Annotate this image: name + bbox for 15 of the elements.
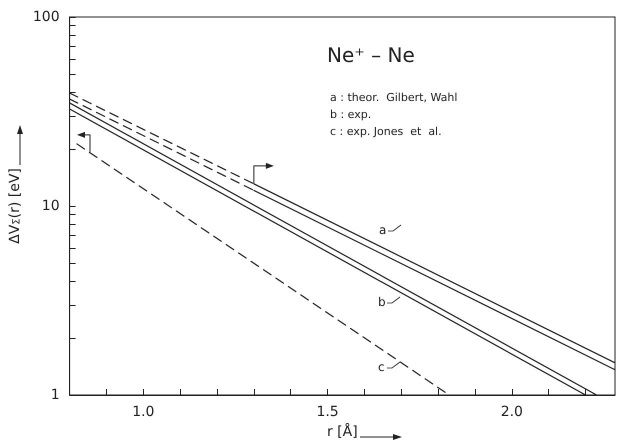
annotation: c : exp. Jones et al. xyxy=(330,125,442,138)
annotation: a : theor. Gilbert, Wahl xyxy=(330,91,458,104)
x-tick-label: 2.0 xyxy=(500,404,523,420)
y-axis-title: ΔVΣ(r) [eV] xyxy=(7,168,23,244)
y-tick-label: 100 xyxy=(32,9,60,25)
text: Ne⁺ – Ne xyxy=(327,43,415,67)
annotation: a xyxy=(379,223,386,237)
x-tick-label: 1.5 xyxy=(316,404,339,420)
annotation: c xyxy=(378,360,385,374)
annotation: b : exp. xyxy=(330,108,372,121)
y-tick-label: 1 xyxy=(50,387,60,403)
y-tick-label: 10 xyxy=(42,198,60,214)
x-tick-label: 1.0 xyxy=(132,404,154,420)
annotation: b xyxy=(378,295,386,309)
x-axis-title: r [Å] xyxy=(326,423,358,440)
